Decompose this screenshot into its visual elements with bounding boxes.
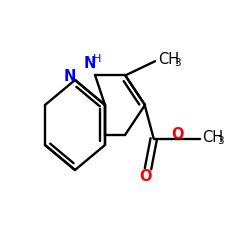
Text: CH: CH: [202, 130, 223, 144]
Text: 3: 3: [218, 136, 224, 145]
Text: N: N: [83, 56, 96, 71]
Text: O: O: [171, 127, 184, 142]
Text: O: O: [139, 169, 151, 184]
Text: N: N: [63, 69, 76, 84]
Text: CH: CH: [158, 52, 179, 67]
Text: 3: 3: [174, 58, 180, 68]
Text: H: H: [93, 54, 102, 64]
